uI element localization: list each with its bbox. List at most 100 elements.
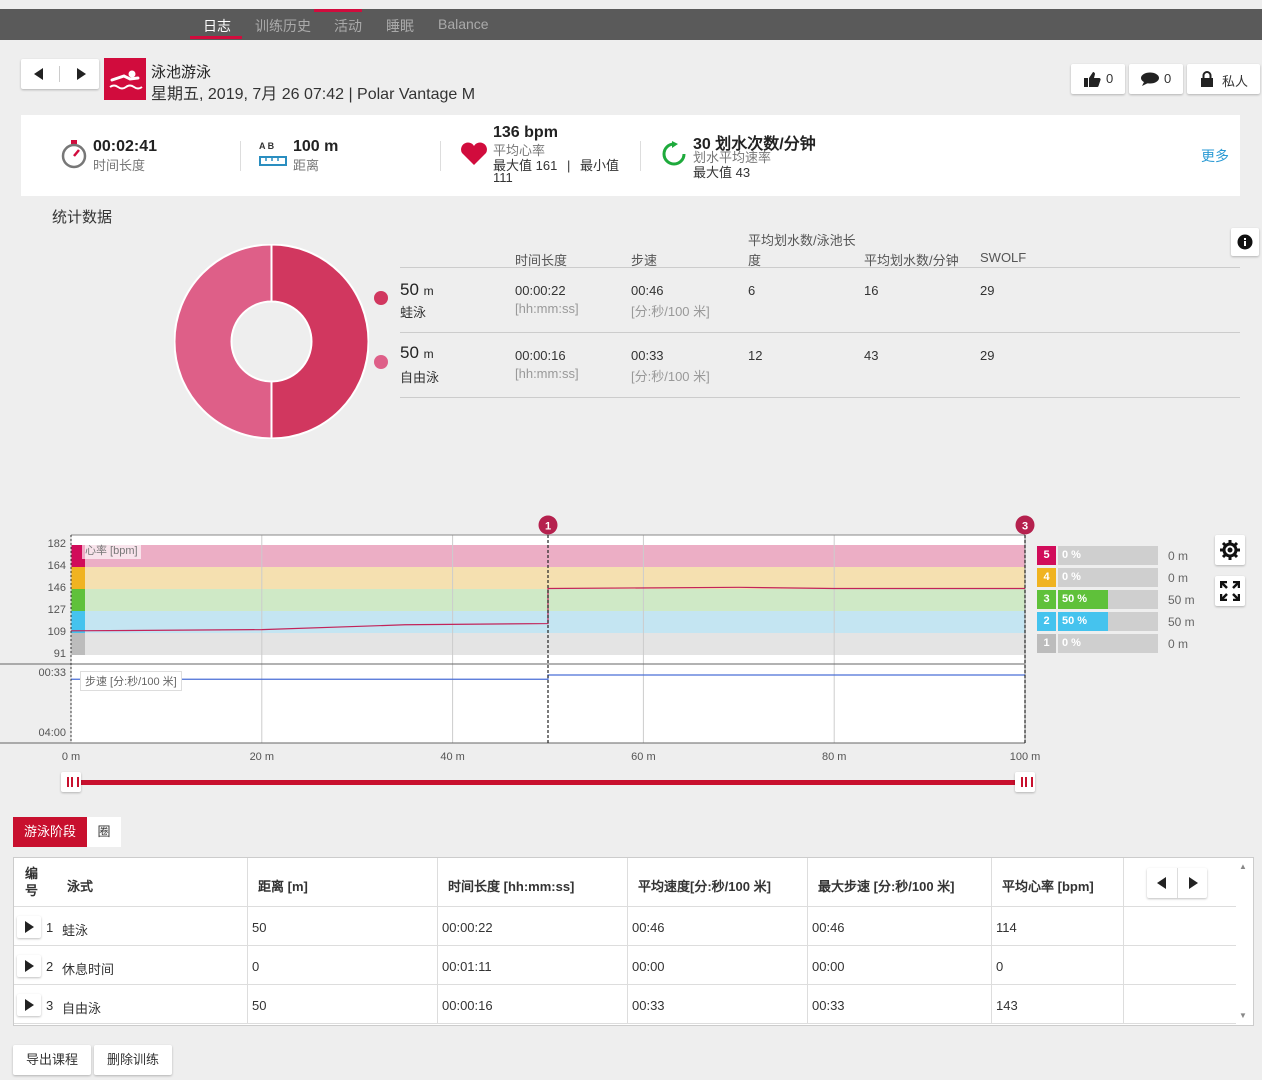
pace-tick-label: 04:00 <box>38 727 66 739</box>
avg-hr-value: 136 bpm <box>493 124 558 141</box>
zone-distance-5: 0 m <box>1168 549 1189 563</box>
info-button[interactable] <box>1231 228 1259 256</box>
hr-zone-marker-3 <box>71 589 85 611</box>
more-link[interactable]: 更多 <box>1201 148 1229 164</box>
zone-number-3: 3 <box>1037 590 1056 609</box>
stats-row-pace-unit: [分:秒/100 米] <box>631 304 710 319</box>
comment-button[interactable]: 0 <box>1129 64 1183 94</box>
grip-icon <box>67 777 79 787</box>
tab-diary[interactable]: 日志 <box>203 18 231 34</box>
lap-max-pace: 00:33 <box>812 998 845 1013</box>
stats-row-distance: 50 m <box>400 280 434 299</box>
lap-avg-hr: 114 <box>996 920 1017 935</box>
tab-swim-phases[interactable]: 游泳阶段 <box>13 817 87 847</box>
max-hr: 最大值 161 | 最小值 <box>493 155 619 174</box>
range-handle-start[interactable] <box>61 772 81 792</box>
avg-hr-label: 平均心率 <box>493 143 546 158</box>
max-hr-value: 最大值 161 <box>493 158 558 173</box>
tab-laps[interactable]: 圈 <box>87 817 121 847</box>
scroll-down-icon[interactable]: ▼ <box>1239 1011 1247 1020</box>
table-column-pager <box>1147 868 1207 898</box>
x-tick-label: 80 m <box>821 751 847 763</box>
stats-row-duration: 00:00:16 <box>515 348 566 363</box>
scroll-columns-left-button[interactable] <box>1157 877 1166 889</box>
zone-percent-4: 0 % <box>1062 571 1081 583</box>
tab-balance[interactable]: Balance <box>438 16 489 32</box>
scroll-columns-right-button[interactable] <box>1189 877 1198 889</box>
hr-zone-marker-1 <box>71 633 85 655</box>
donut-slice-2 <box>174 244 273 439</box>
expand-row-button[interactable] <box>17 955 41 977</box>
next-session-button[interactable] <box>77 68 86 80</box>
export-course-button[interactable]: 导出课程 <box>13 1045 91 1075</box>
x-tick-label: 40 m <box>440 751 465 763</box>
lap-number: 2 <box>46 959 54 974</box>
tab-training-history[interactable]: 训练历史 <box>255 18 311 34</box>
hr-tick-label: 127 <box>47 604 66 616</box>
legend-dot-freestyle <box>374 355 388 369</box>
swim-style-donut <box>174 244 369 439</box>
lap-distance: 50 <box>252 920 267 935</box>
x-tick-label: 0 m <box>61 751 81 763</box>
lap-avg-speed: 00:33 <box>632 998 665 1013</box>
hr-axis-label: 心率 [bpm] <box>82 541 141 559</box>
play-icon <box>25 921 34 933</box>
hr-tick-label: 91 <box>53 648 66 660</box>
expand-row-button[interactable] <box>17 916 41 938</box>
tab-sleep[interactable]: 睡眠 <box>386 18 414 34</box>
lap-marker-3 <box>1015 515 1035 535</box>
ruler-icon <box>259 156 287 166</box>
scroll-up-icon[interactable]: ▲ <box>1239 862 1247 871</box>
stroke-rate-label: 划水平均速率 <box>693 150 772 165</box>
range-handle-end[interactable] <box>1015 772 1035 792</box>
zone-percent-2: 50 % <box>1062 615 1088 627</box>
lap-duration: 00:01:11 <box>442 959 492 974</box>
donut-slice-1 <box>270 244 369 439</box>
stats-row-pace: 00:46 <box>631 283 664 298</box>
stats-row-pace-unit: [分:秒/100 米] <box>631 369 710 384</box>
like-button[interactable]: 0 <box>1071 64 1125 94</box>
stats-row-swolf: 29 <box>980 283 995 298</box>
grip-icon <box>1021 777 1033 787</box>
stroke-rate-icon <box>662 141 686 166</box>
legend-dot-breaststroke <box>374 291 388 305</box>
expand-row-button[interactable] <box>17 994 41 1016</box>
hr-zone-marker-4 <box>71 567 85 589</box>
stopwatch-icon <box>61 140 87 169</box>
zone-number-1: 1 <box>1037 634 1056 653</box>
previous-session-button[interactable] <box>34 68 43 80</box>
delete-training-button[interactable]: 删除训练 <box>94 1045 172 1075</box>
privacy-button[interactable]: 私人 <box>1187 64 1260 94</box>
fullscreen-button[interactable] <box>1215 576 1245 606</box>
pace-axis-label: 步速 [分:秒/100 米] <box>80 671 182 691</box>
hr-tick-label: 109 <box>47 626 66 638</box>
play-icon <box>25 999 34 1011</box>
tab-activity[interactable]: 活动 <box>334 18 362 34</box>
x-tick-label: 20 m <box>249 751 275 763</box>
hr-zone-marker-5 <box>71 545 85 567</box>
stats-row-pace: 00:33 <box>631 348 664 363</box>
lap-avg-speed: 00:46 <box>632 920 665 935</box>
hr-zone-band-1 <box>71 633 1025 655</box>
lap-distance: 0 <box>252 959 260 974</box>
distance-value: 100 m <box>293 138 339 155</box>
range-slider-track[interactable] <box>71 780 1025 785</box>
lap-duration: 00:00:16 <box>442 998 493 1013</box>
zone-number-4: 4 <box>1037 568 1056 587</box>
min-hr-value: 111 <box>493 170 513 185</box>
chart-settings-button[interactable] <box>1215 535 1245 565</box>
col-strokes-per-length-2: 度 <box>748 253 762 268</box>
lap-marker-label-1: 1 <box>545 521 551 533</box>
col-duration: 时间长度 <box>515 253 568 268</box>
hr-tick-label: 164 <box>47 560 66 572</box>
zone-number-5: 5 <box>1037 546 1056 565</box>
pace-tick-label: 00:33 <box>38 667 66 679</box>
stroke-rate-value: 30 划水次数/分钟 <box>693 136 816 153</box>
lap-distance: 50 <box>252 998 267 1013</box>
thumbs-up-icon <box>1084 72 1101 87</box>
zone-distance-3: 50 m <box>1168 593 1195 607</box>
col-style: 泳式 <box>67 879 94 894</box>
lap-avg-hr: 0 <box>996 959 1004 974</box>
lap-number: 3 <box>46 998 54 1013</box>
